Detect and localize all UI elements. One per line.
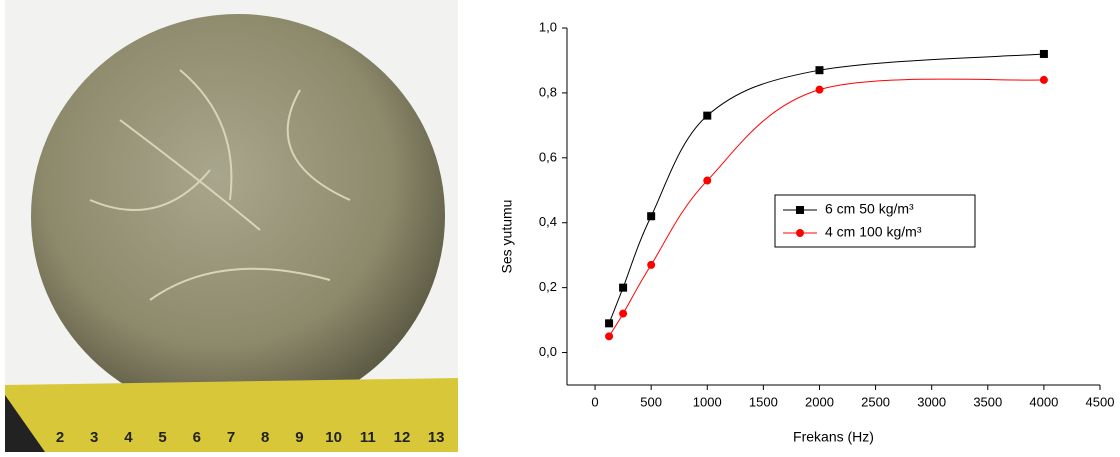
ruler-label: 4: [124, 429, 133, 446]
ruler-label: 13: [428, 429, 445, 446]
ruler-label: 11: [360, 429, 376, 446]
x-tick-label: 0: [591, 394, 598, 409]
x-tick-label: 2500: [861, 394, 890, 409]
marker: [647, 261, 655, 269]
ruler-label: 3: [90, 429, 98, 446]
ruler-label: 5: [158, 429, 166, 446]
ruler-label: 12: [394, 429, 411, 446]
y-tick-label: 0,6: [539, 149, 557, 164]
y-tick-label: 0,2: [539, 279, 557, 294]
x-tick-label: 3500: [973, 394, 1002, 409]
legend-label: 4 cm 100 kg/m³: [825, 224, 922, 240]
ruler-label: 9: [295, 429, 303, 446]
page: 2 3 4 5 6 7 8 9 10 11 12 13 0,0 0,2 0,4 0,6 0,8 1,0 0 500 1…: [0, 0, 1120, 452]
marker: [605, 332, 613, 340]
x-tick-label: 2000: [805, 394, 834, 409]
y-tick-label: 1,0: [539, 19, 557, 34]
x-axis-label: Frekans (Hz): [793, 429, 874, 445]
ruler-label: 6: [193, 429, 201, 446]
marker: [619, 284, 627, 292]
felt-sample: [31, 14, 445, 418]
legend-marker: [796, 206, 804, 214]
ruler-label: 2: [56, 429, 64, 446]
ruler-label: 8: [261, 429, 269, 446]
ruler-label: 10: [325, 429, 342, 446]
x-tick-label: 500: [640, 394, 662, 409]
x-tick-label: 1000: [693, 394, 722, 409]
marker: [1040, 76, 1048, 84]
legend-marker: [796, 229, 804, 237]
marker: [619, 310, 627, 318]
marker: [703, 177, 711, 185]
chart: 0,0 0,2 0,4 0,6 0,8 1,0 0 500 1000 1500 2000 2500 30…: [499, 19, 1115, 444]
marker: [815, 66, 823, 74]
marker: [605, 319, 613, 327]
marker: [1040, 50, 1048, 58]
x-tick-label: 4000: [1029, 394, 1058, 409]
series-line: [609, 54, 1044, 323]
x-tick-label: 1500: [749, 394, 778, 409]
x-tick-label: 4500: [1086, 394, 1115, 409]
photo: 2 3 4 5 6 7 8 9 10 11 12 13: [5, 0, 458, 452]
ruler-label: 7: [227, 429, 235, 446]
marker: [703, 112, 711, 120]
marker: [647, 212, 655, 220]
marker: [815, 86, 823, 94]
legend-label: 6 cm 50 kg/m³: [825, 201, 914, 217]
y-tick-label: 0,0: [539, 344, 557, 359]
y-tick-label: 0,4: [539, 214, 557, 229]
y-tick-label: 0,8: [539, 84, 557, 99]
y-axis-label: Ses yutumu: [499, 200, 515, 274]
x-tick-label: 3000: [917, 394, 946, 409]
